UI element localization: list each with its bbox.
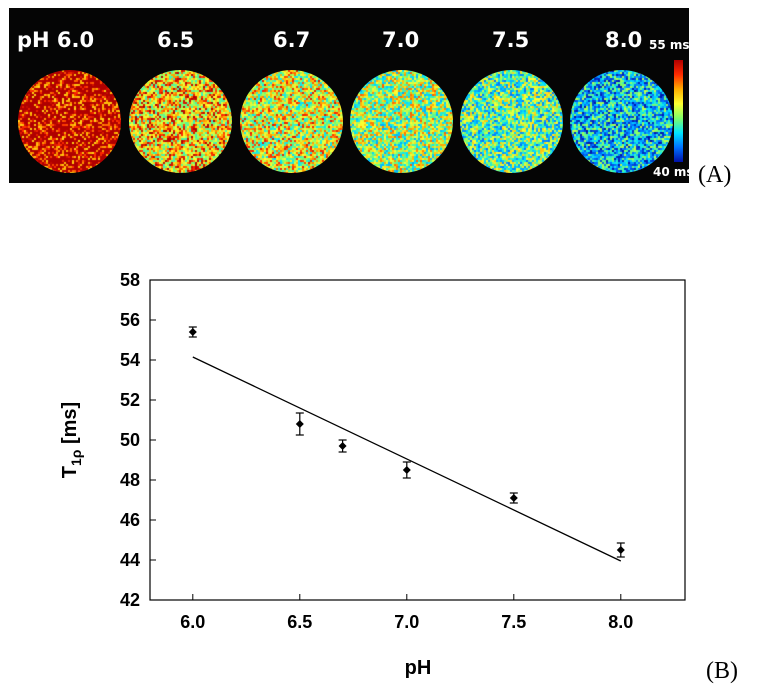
sample-label: 7.0 [382,28,420,52]
y-tick-label: 42 [120,590,140,610]
y-tick-label: 50 [120,430,140,450]
phantom-disc [570,70,673,173]
data-point [509,494,518,502]
plot-area-frame [149,279,686,601]
phantom-disc [129,70,232,173]
colorbar [674,60,683,162]
y-tick-label: 54 [120,350,140,370]
y-tick-label: 44 [120,550,140,570]
phantom-disc [240,70,343,173]
y-tick-label: 56 [120,310,140,330]
data-point [295,420,304,428]
phantom-disc [350,70,453,173]
x-tick-label: 7.5 [501,612,526,632]
x-axis-title: pH [405,657,432,679]
data-point [616,546,625,554]
sample-label: 6.5 [157,28,195,52]
y-tick-label: 52 [120,390,140,410]
x-tick-label: 6.5 [287,612,312,632]
x-tick-label: 8.0 [608,612,633,632]
y-axis-title: T1ρ [ms] [59,402,84,478]
y-tick-label: 58 [120,270,140,290]
data-point [188,328,197,336]
phantom-image-panel: pH 6.0 6.5 6.7 7.0 7.5 8.0 55 ms 40 ms [9,8,694,183]
sample-label: 7.5 [492,28,530,52]
fit-line [192,356,622,562]
x-tick-label: 7.0 [394,612,419,632]
x-tick-label: 6.0 [180,612,205,632]
sample-label: 6.7 [273,28,311,52]
colorbar-max-label: 55 ms [649,38,690,52]
data-point [402,466,411,474]
phantom-disc [460,70,563,173]
y-tick-label: 46 [120,510,140,530]
phantom-disc [18,70,121,173]
data-point [338,442,347,450]
colorbar-min-label: 40 ms [653,165,694,179]
panel-a-tag: (A) [698,162,732,188]
panel-b-tag: (B) [706,658,738,684]
sample-label: 8.0 [605,28,643,52]
y-tick-label: 48 [120,470,140,490]
sample-label: pH 6.0 [17,28,95,52]
